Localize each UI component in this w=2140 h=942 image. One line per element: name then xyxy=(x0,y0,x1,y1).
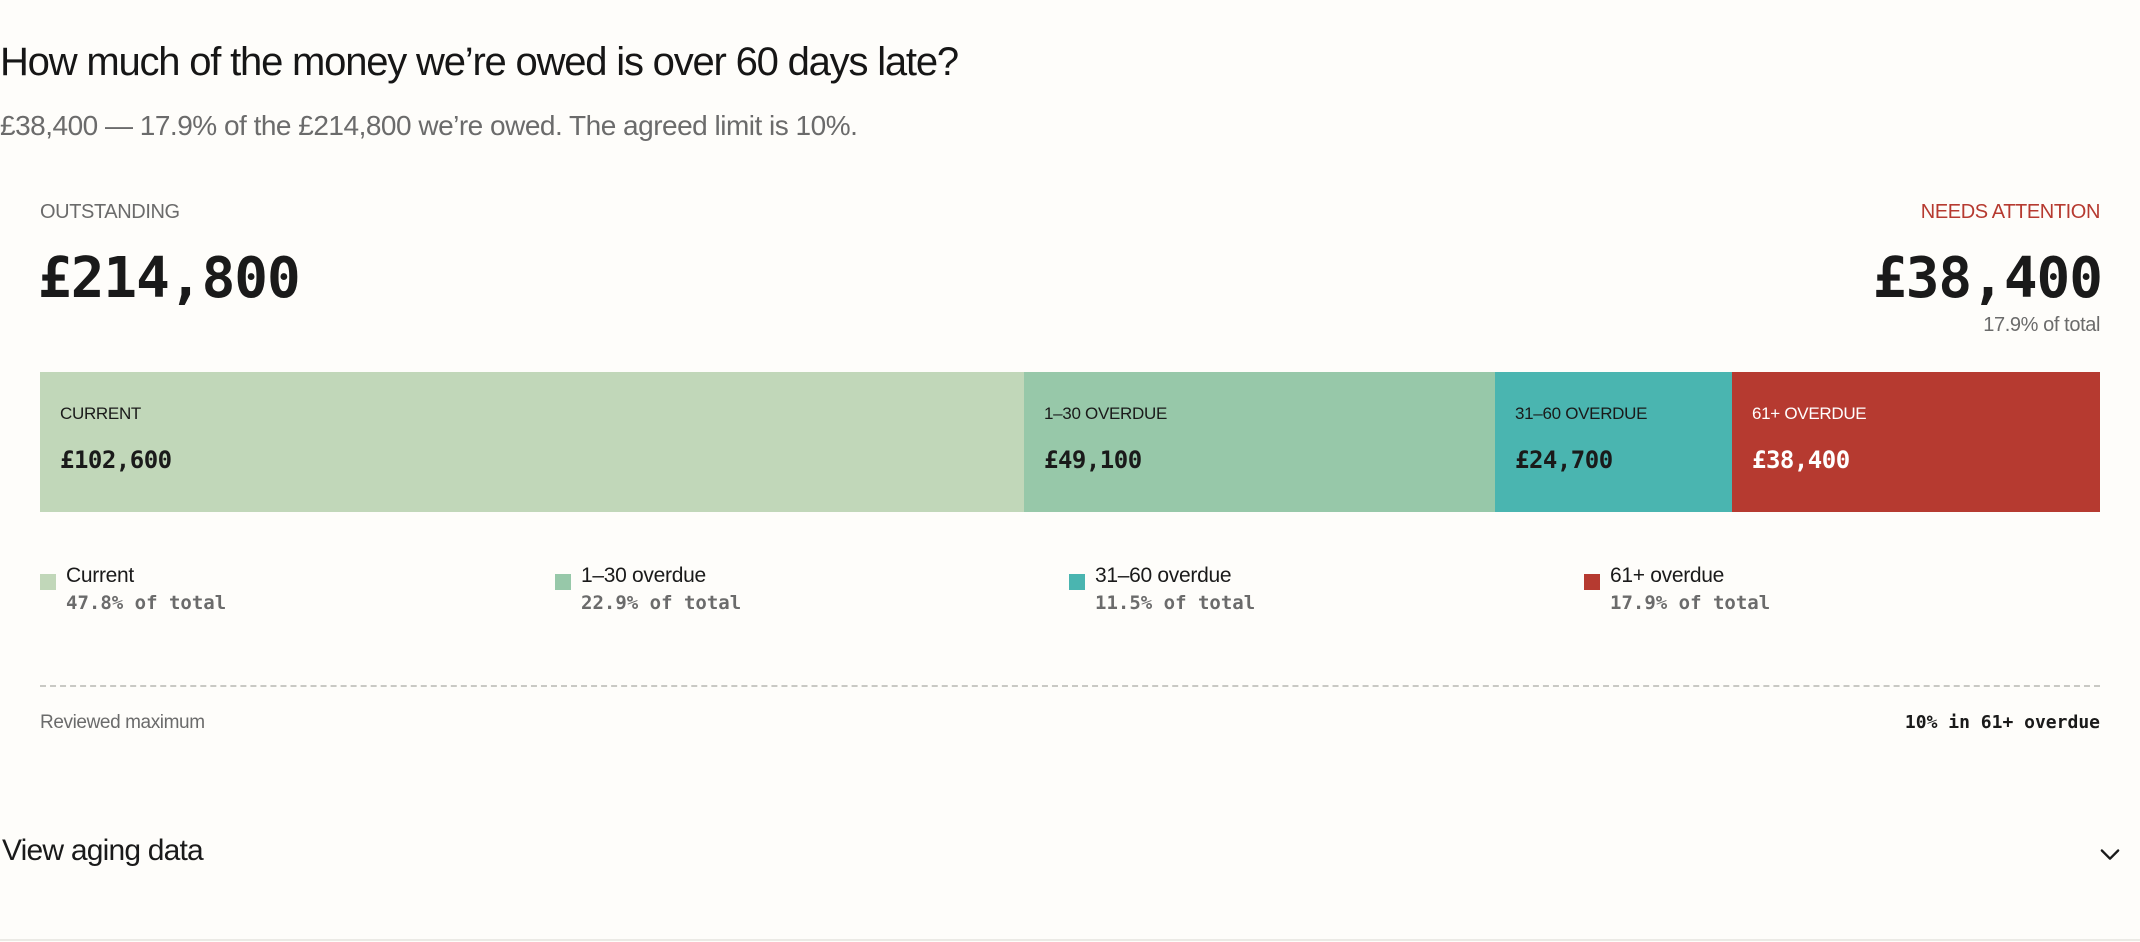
bar-segment-2: 31–60 OVERDUE £24,700 xyxy=(1495,372,1732,512)
divider xyxy=(0,939,2140,941)
needs-attention-value: £38,400 xyxy=(1872,246,2103,311)
bar-segment-value: £38,400 xyxy=(1752,446,1850,474)
page-title: How much of the money we’re owed is over… xyxy=(0,40,959,84)
bar-segment-label: 1–30 OVERDUE xyxy=(1044,404,1168,423)
legend-item: Current 47.8% of total xyxy=(40,564,540,624)
page-subtitle: £38,400 — 17.9% of the £214,800 we’re ow… xyxy=(0,110,858,141)
legend-name: 61+ overdue xyxy=(1610,564,1725,587)
bar-segment-3: 61+ OVERDUE £38,400 xyxy=(1732,372,2100,512)
legend-name: 1–30 overdue xyxy=(581,564,706,587)
bar-segment-1: 1–30 OVERDUE £49,100 xyxy=(1024,372,1495,512)
legend-swatch xyxy=(1069,574,1085,590)
chevron-down-icon xyxy=(2100,849,2120,860)
legend-item: 31–60 overdue 11.5% of total xyxy=(1069,564,1569,624)
stacked-aging-bar: CURRENT £102,600 1–30 OVERDUE £49,100 31–60 … xyxy=(40,372,2100,512)
legend-swatch xyxy=(1584,574,1600,590)
legend-share: 17.9% of total xyxy=(1610,592,1771,614)
reference-label: Reviewed maximum xyxy=(40,712,205,733)
legend-share: 47.8% of total xyxy=(66,592,227,614)
legend-swatch xyxy=(555,574,571,590)
outstanding-value: £214,800 xyxy=(38,246,301,311)
outstanding-label: OUTSTANDING xyxy=(40,201,180,223)
legend-item: 61+ overdue 17.9% of total xyxy=(1584,564,2084,624)
legend-name: 31–60 overdue xyxy=(1095,564,1232,587)
needs-attention-share: 17.9% of total xyxy=(1983,314,2100,336)
bar-segment-value: £49,100 xyxy=(1044,446,1142,474)
bar-segment-label: 31–60 OVERDUE xyxy=(1515,404,1648,423)
legend-share: 11.5% of total xyxy=(1095,592,1256,614)
legend-swatch xyxy=(40,574,56,590)
chart-legend: Current 47.8% of total 1–30 overdue 22.9% o… xyxy=(40,564,2100,624)
bar-segment-label: CURRENT xyxy=(60,404,142,423)
needs-attention-label: NEEDS ATTENTION xyxy=(1920,201,2101,223)
reference-line xyxy=(40,685,2100,687)
bar-segment-0: CURRENT £102,600 xyxy=(40,372,1024,512)
reference-value: 10% in 61+ overdue xyxy=(1904,712,2100,733)
legend-item: 1–30 overdue 22.9% of total xyxy=(555,564,1055,624)
bar-segment-label: 61+ OVERDUE xyxy=(1752,404,1867,423)
legend-name: Current xyxy=(66,564,134,587)
bar-segment-value: £24,700 xyxy=(1515,446,1613,474)
legend-share: 22.9% of total xyxy=(581,592,742,614)
view-aging-data-toggle[interactable]: View aging data xyxy=(0,822,2140,882)
bar-segment-value: £102,600 xyxy=(60,446,172,474)
view-aging-data-label: View aging data xyxy=(2,834,204,867)
